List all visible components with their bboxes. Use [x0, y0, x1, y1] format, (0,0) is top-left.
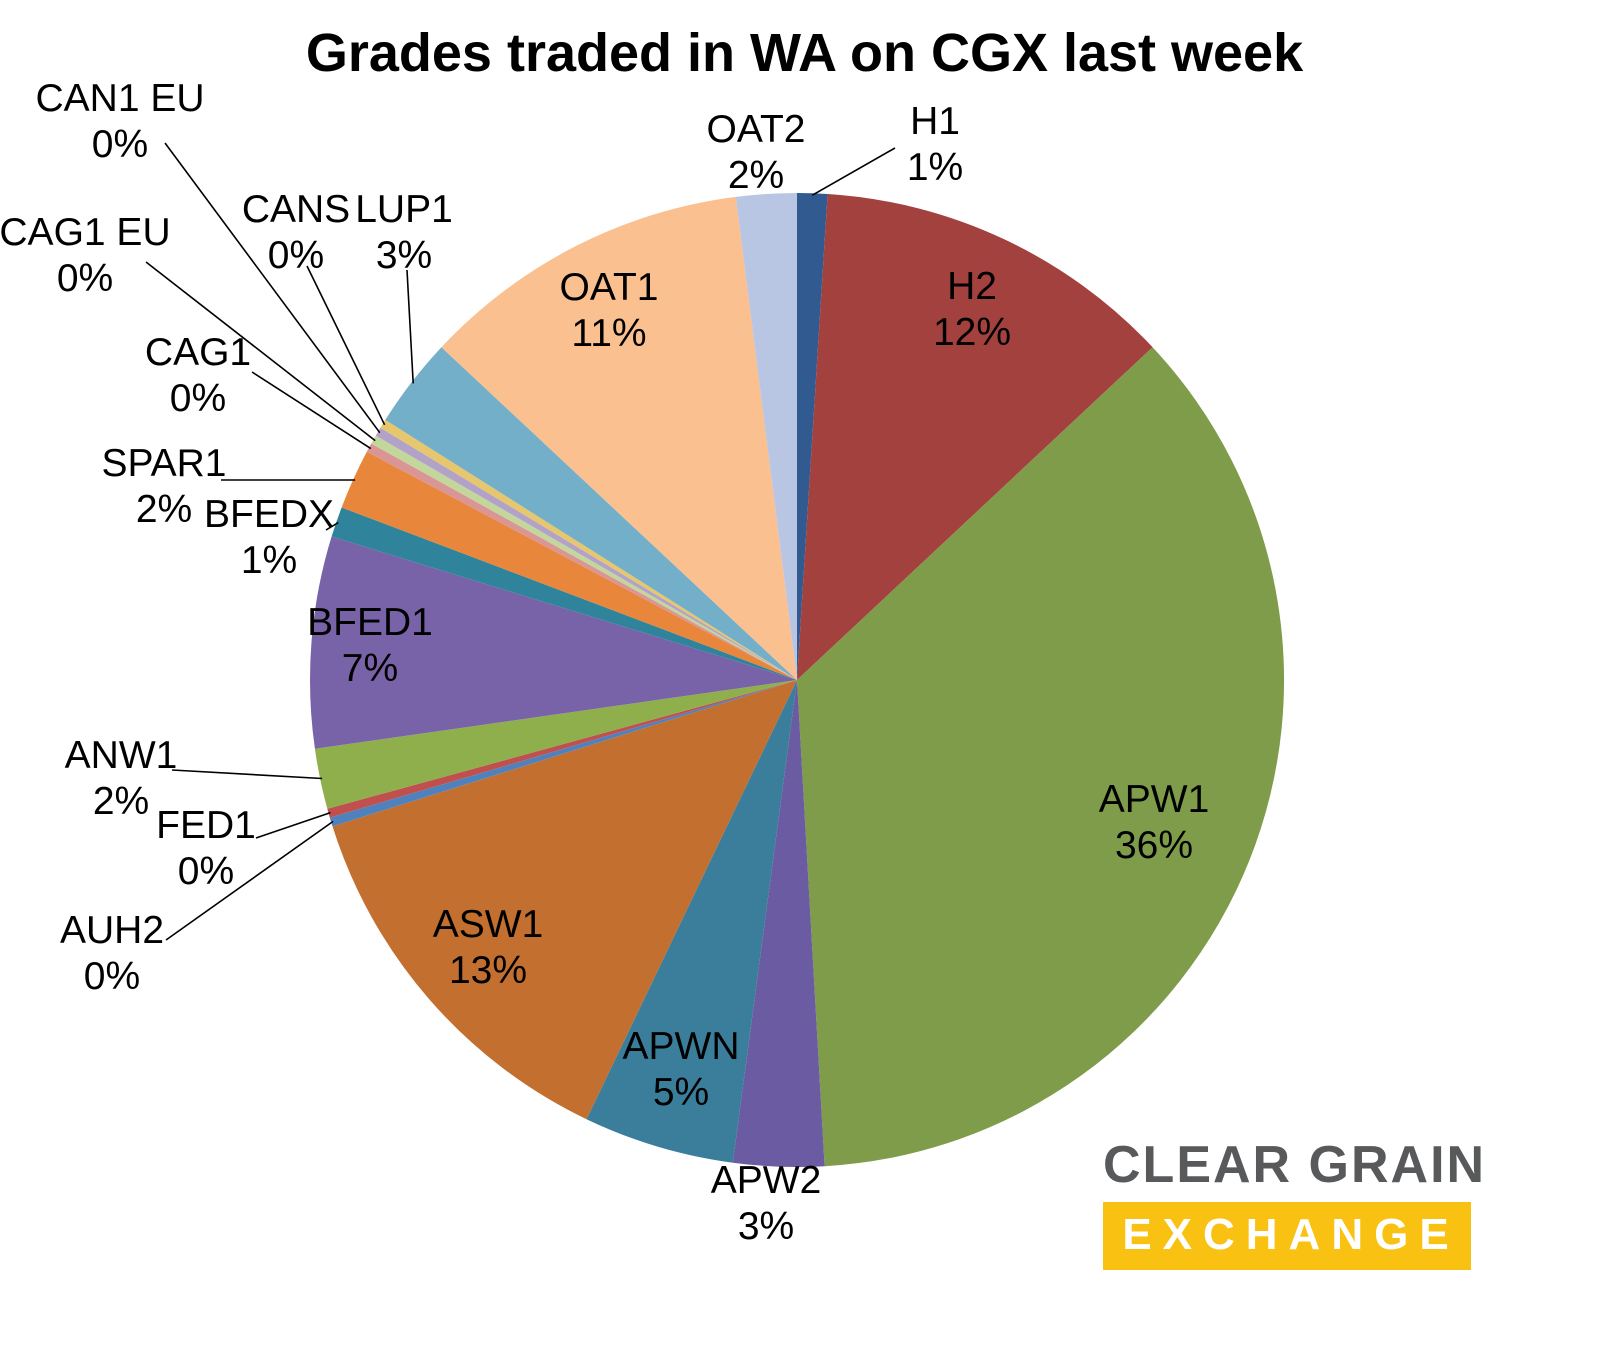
- pie-slice-lup1: [385, 347, 797, 680]
- leader-line-cag1-eu: [145, 261, 376, 442]
- pie-slice-apwn: [586, 680, 797, 1163]
- chart-title: Grades traded in WA on CGX last week: [305, 23, 1304, 83]
- leader-line-anw1: [171, 769, 323, 780]
- pie-slice-cag1: [366, 443, 797, 680]
- leader-line-bfedx: [325, 521, 339, 531]
- pie-slice-auh2: [329, 680, 797, 827]
- leader-line-cag1: [251, 371, 372, 450]
- pie-slice-bfed1: [310, 536, 797, 749]
- pie-slice-apw1: [797, 347, 1285, 1167]
- leader-line-auh2: [165, 820, 334, 941]
- logo-text-clear-grain: CLEAR GRAIN: [1103, 1136, 1487, 1194]
- pie-slice-asw1: [332, 680, 797, 1120]
- leader-line-cans: [306, 265, 386, 426]
- pie-slice-cans: [380, 419, 797, 680]
- pie-slice-can1-eu: [375, 427, 797, 680]
- leader-line-lup1: [406, 269, 414, 384]
- pie-slice-anw1: [314, 680, 797, 809]
- leader-line-fed1: [255, 811, 331, 839]
- pie-slice-oat2: [735, 193, 797, 680]
- leader-line-can1-eu: [164, 142, 381, 434]
- pie-slice-h1: [797, 193, 828, 680]
- leader-line-h1: [811, 147, 896, 196]
- pie-slice-fed1: [327, 680, 797, 818]
- pie-slice-apw2: [732, 680, 825, 1167]
- pie-slice-oat1: [441, 196, 797, 680]
- pie-slice-h2: [797, 194, 1153, 680]
- logo-text-exchange: EXCHANGE: [1103, 1202, 1471, 1270]
- cgx-logo: CLEAR GRAIN EXCHANGE: [1103, 1136, 1487, 1270]
- pie-slice-bfedx: [331, 507, 797, 680]
- pie-slice-spar1: [341, 451, 797, 680]
- pie-slice-cag1-eu: [371, 435, 797, 680]
